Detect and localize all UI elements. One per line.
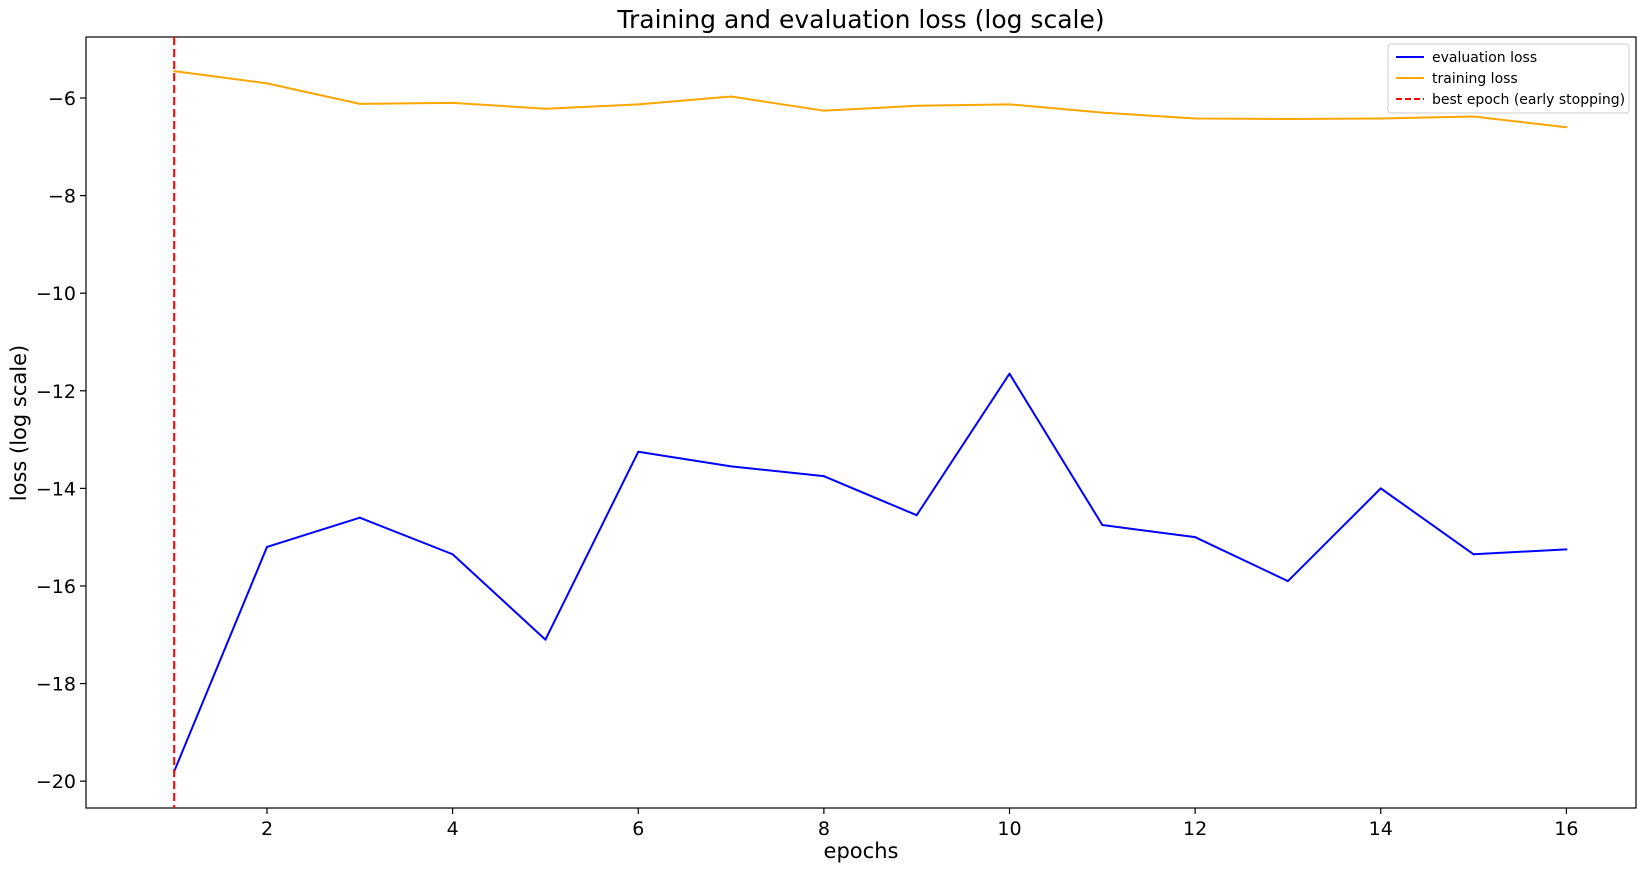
- legend-label: evaluation loss: [1432, 50, 1537, 66]
- training-loss-point: [265, 82, 268, 85]
- evaluation-loss-point: [1194, 536, 1197, 539]
- y-axis-title: loss (log scale): [7, 345, 31, 501]
- evaluation-loss-point: [1379, 487, 1382, 490]
- training-loss-point: [730, 95, 733, 98]
- plot-area: 2 4 6 8 10 12 14 16 −20 −18 −16 −14 −12 −10 −8 −6: [36, 36, 1637, 840]
- training-loss-point: [358, 102, 361, 105]
- evaluation-loss-point: [915, 514, 918, 517]
- training-loss-point: [1379, 117, 1382, 120]
- evaluation-loss-point: [544, 638, 547, 641]
- legend-label: best epoch (early stopping): [1432, 92, 1625, 108]
- legend: evaluation loss training loss best epoch (…: [1387, 43, 1630, 114]
- x-tick-label: 14: [1369, 818, 1393, 840]
- x-tick-label: 16: [1554, 818, 1578, 840]
- y-tick-label: −12: [36, 381, 76, 403]
- series-layer: [173, 37, 1568, 808]
- evaluation-loss-point: [1101, 523, 1104, 526]
- evaluation-loss-point: [1008, 372, 1011, 375]
- evaluation-loss-point: [730, 465, 733, 468]
- y-tick-label: −8: [48, 186, 76, 208]
- evaluation-loss-line: [173, 372, 1567, 772]
- evaluation-loss-point: [358, 516, 361, 519]
- training-loss-point: [637, 103, 640, 106]
- legend-label: training loss: [1432, 71, 1518, 87]
- y-tick-label: −20: [36, 771, 76, 793]
- training-loss-point: [173, 70, 176, 73]
- training-loss-point: [822, 109, 825, 112]
- training-loss-point: [1101, 111, 1104, 114]
- evaluation-loss-point: [1565, 548, 1568, 551]
- training-loss-point: [1286, 117, 1289, 120]
- training-loss-point: [1008, 103, 1011, 106]
- training-loss-point: [1194, 117, 1197, 120]
- evaluation-loss-point: [822, 475, 825, 478]
- training-loss-point: [1565, 126, 1568, 129]
- x-axis: 2 4 6 8 10 12 14 16: [261, 808, 1578, 840]
- training-loss-line: [174, 70, 1567, 129]
- y-tick-label: −14: [36, 478, 76, 500]
- evaluation-loss-point: [451, 553, 454, 556]
- y-tick-label: −18: [36, 674, 76, 696]
- evaluation-loss-point: [1286, 580, 1289, 583]
- evaluation-loss-point: [265, 545, 268, 548]
- y-tick-label: −10: [36, 283, 76, 305]
- training-loss-point: [1472, 115, 1475, 118]
- evaluation-loss-point: [1472, 553, 1475, 556]
- plot-frame: [85, 36, 1637, 809]
- x-axis-title: epochs: [824, 839, 899, 863]
- chart-title: Training and evaluation loss (log scale): [616, 5, 1104, 34]
- training-loss-point: [544, 107, 547, 110]
- x-tick-label: 4: [447, 818, 459, 840]
- x-tick-label: 6: [632, 818, 644, 840]
- training-loss-point: [451, 101, 454, 104]
- x-tick-label: 2: [261, 818, 273, 840]
- legend-box: [1387, 43, 1630, 114]
- x-tick-label: 12: [1183, 818, 1207, 840]
- x-tick-label: 10: [997, 818, 1021, 840]
- x-tick-label: 8: [818, 818, 830, 840]
- y-tick-label: −6: [48, 88, 76, 110]
- training-loss-point: [915, 104, 918, 107]
- y-axis: −20 −18 −16 −14 −12 −10 −8 −6: [36, 88, 86, 793]
- evaluation-loss-point: [637, 450, 640, 453]
- y-tick-label: −16: [36, 576, 76, 598]
